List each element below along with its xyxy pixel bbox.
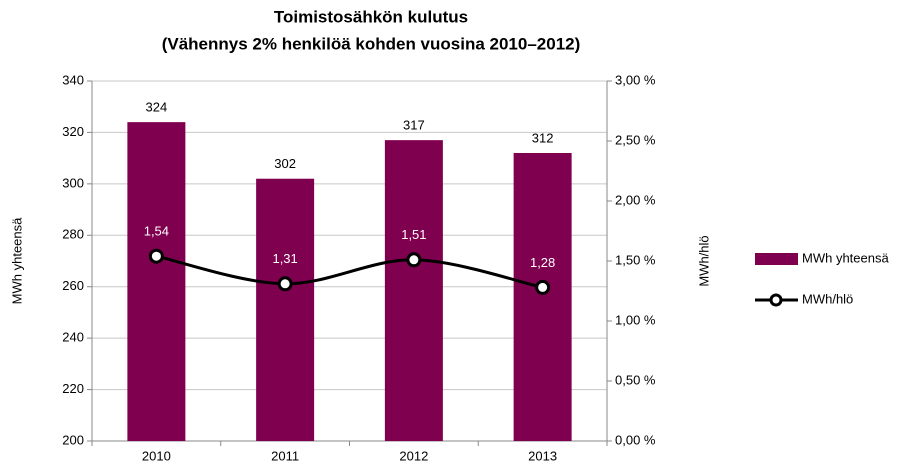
bar-value-label: 312 [532, 130, 554, 145]
y-tick-label: 320 [62, 124, 84, 139]
bar [256, 178, 315, 441]
legend-swatch [769, 293, 783, 307]
y2-axis-label: MWh/hlö [696, 235, 711, 286]
bar [513, 153, 572, 441]
line-marker [148, 248, 164, 264]
line-value-label: 1,54 [144, 224, 169, 239]
line-value-label: 1,28 [530, 255, 555, 270]
line-marker [535, 279, 551, 295]
bar-value-label: 317 [403, 118, 425, 133]
y-tick-label: 340 [62, 72, 84, 87]
line-marker [406, 252, 422, 268]
bar-value-label: 302 [274, 156, 296, 171]
y2-tick-label: 3,00 % [615, 72, 656, 87]
bar [127, 122, 186, 442]
x-tick-label: 2010 [142, 448, 171, 463]
y2-tick-label: 1,50 % [615, 252, 656, 267]
y-axis-label: MWh yhteensä [9, 217, 24, 304]
line-value-label: 1,51 [401, 227, 426, 242]
line [156, 254, 543, 289]
line-value-label: 1,31 [272, 251, 297, 266]
legend-label: MWh yhteensä [802, 250, 889, 265]
bar-value-label: 324 [146, 100, 168, 115]
y-tick-label: 200 [62, 432, 84, 447]
x-tick-label: 2012 [399, 448, 428, 463]
y-tick-label: 300 [62, 175, 84, 190]
chart-subtitle: (Vähennys 2% henkilöä kohden vuosina 201… [162, 34, 581, 53]
chart-title: Toimistosähkön kulutus [274, 7, 468, 26]
bar [384, 140, 443, 441]
y-tick-label: 280 [62, 227, 84, 242]
y-tick-label: 240 [62, 330, 84, 345]
y2-tick-label: 1,00 % [615, 312, 656, 327]
y2-tick-label: 0,00 % [615, 432, 656, 447]
x-tick-label: 2013 [528, 448, 557, 463]
y2-tick-label: 2,00 % [615, 192, 656, 207]
line-marker [277, 276, 293, 292]
legend-label: MWh/hlö [802, 291, 853, 306]
y2-tick-label: 2,50 % [615, 132, 656, 147]
x-tick-label: 2011 [271, 448, 299, 463]
y2-tick-label: 0,50 % [615, 372, 656, 387]
y-tick-label: 260 [62, 278, 84, 293]
legend-swatch [755, 253, 798, 265]
y-tick-label: 220 [62, 381, 84, 396]
